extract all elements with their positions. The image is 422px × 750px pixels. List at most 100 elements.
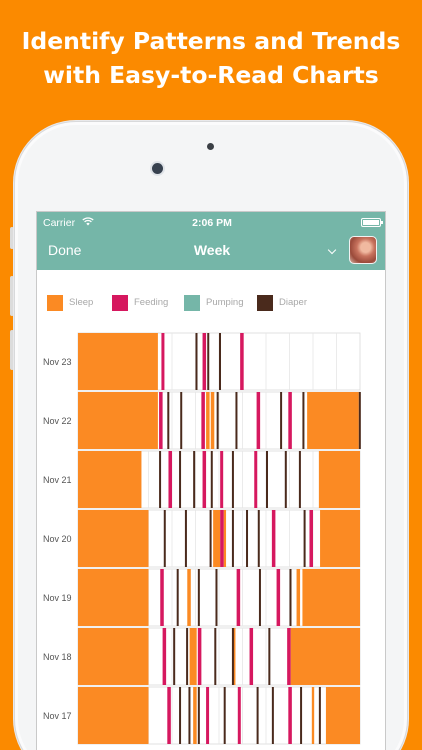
diaper-bar bbox=[256, 687, 259, 744]
diaper-bar bbox=[167, 392, 170, 449]
day-label: Nov 17 bbox=[43, 710, 72, 721]
day-label: Nov 20 bbox=[43, 533, 72, 544]
feeding-bar bbox=[276, 569, 281, 626]
diaper-bar bbox=[257, 510, 260, 567]
volume-up-button bbox=[10, 276, 14, 316]
sleep-bar bbox=[78, 333, 158, 390]
diaper-bar bbox=[231, 510, 234, 567]
legend-swatch bbox=[184, 295, 200, 311]
feeding-bar bbox=[309, 510, 313, 567]
feeding-bar bbox=[271, 510, 276, 567]
feeding-bar bbox=[202, 333, 207, 390]
carrier-label: Carrier bbox=[43, 217, 76, 229]
sleep-bar bbox=[311, 687, 315, 744]
headline: Identify Patterns and Trends with Easy-t… bbox=[0, 24, 422, 92]
diaper-bar bbox=[271, 687, 274, 744]
diaper-bar bbox=[163, 510, 166, 567]
sleep-bar bbox=[206, 392, 210, 449]
legend-label: Feeding bbox=[134, 297, 169, 308]
legend-swatch bbox=[47, 295, 63, 311]
legend-label: Diaper bbox=[279, 297, 307, 308]
sleep-bar bbox=[187, 569, 191, 626]
feeding-bar bbox=[288, 687, 292, 744]
navigation-bar: Done Week bbox=[37, 232, 385, 270]
diaper-bar bbox=[186, 628, 189, 685]
diaper-bar bbox=[289, 569, 292, 626]
diaper-bar bbox=[280, 392, 283, 449]
diaper-bar bbox=[231, 628, 234, 685]
sleep-bar bbox=[302, 569, 360, 626]
sleep-bar bbox=[210, 392, 215, 449]
feeding-bar bbox=[220, 510, 224, 567]
sleep-bar bbox=[78, 628, 149, 685]
diaper-bar bbox=[197, 687, 200, 744]
sleep-bar bbox=[78, 451, 142, 508]
diaper-bar bbox=[231, 451, 234, 508]
diaper-bar bbox=[219, 333, 221, 390]
volume-down-button bbox=[10, 330, 14, 370]
diaper-bar bbox=[179, 451, 182, 508]
sleep-bar bbox=[78, 510, 149, 567]
feeding-bar bbox=[256, 392, 261, 449]
diaper-bar bbox=[216, 392, 219, 449]
diaper-bar bbox=[223, 687, 226, 744]
feeding-bar bbox=[249, 628, 254, 685]
sleep-bar bbox=[307, 392, 359, 449]
diaper-bar bbox=[266, 451, 268, 508]
sleep-bar bbox=[320, 510, 360, 567]
headline-line-2: with Easy-to-Read Charts bbox=[43, 61, 379, 89]
sleep-bar bbox=[223, 510, 227, 567]
feeding-bar bbox=[206, 687, 210, 744]
sleep-bar bbox=[78, 687, 149, 744]
diaper-bar bbox=[210, 451, 213, 508]
diaper-bar bbox=[302, 392, 305, 449]
diaper-bar bbox=[298, 451, 301, 508]
feeding-bar bbox=[159, 392, 163, 449]
diaper-bar bbox=[300, 687, 303, 744]
diaper-bar bbox=[235, 392, 238, 449]
wifi-icon bbox=[82, 217, 94, 226]
diaper-bar bbox=[188, 687, 191, 744]
feeding-bar bbox=[220, 451, 224, 508]
feeding-bar bbox=[160, 569, 164, 626]
diaper-bar bbox=[195, 333, 198, 390]
feeding-bar bbox=[162, 628, 167, 685]
battery-icon bbox=[361, 218, 383, 227]
diaper-bar bbox=[318, 687, 321, 744]
diaper-bar bbox=[193, 451, 196, 508]
sleep-bar bbox=[325, 687, 360, 744]
diaper-bar bbox=[303, 510, 306, 567]
mute-switch bbox=[10, 227, 14, 249]
day-label: Nov 19 bbox=[43, 592, 72, 603]
sleep-bar bbox=[233, 628, 236, 685]
day-label: Nov 18 bbox=[43, 651, 72, 662]
headline-line-1: Identify Patterns and Trends bbox=[21, 27, 401, 55]
legend-swatch bbox=[257, 295, 273, 311]
feeding-bar bbox=[288, 392, 292, 449]
status-bar: Carrier 2:06 PM bbox=[37, 212, 385, 232]
proximity-sensor bbox=[207, 143, 214, 150]
week-timeline-chart bbox=[77, 332, 361, 745]
legend-label: Pumping bbox=[206, 297, 244, 308]
diaper-bar bbox=[268, 628, 271, 685]
diaper-bar bbox=[284, 451, 287, 508]
diaper-bar bbox=[358, 392, 361, 449]
sleep-bar bbox=[290, 628, 360, 685]
done-button[interactable]: Done bbox=[48, 242, 82, 258]
day-label: Nov 22 bbox=[43, 415, 72, 426]
baby-avatar bbox=[349, 236, 377, 264]
feeding-bar bbox=[197, 628, 202, 685]
feeding-bar bbox=[287, 628, 291, 685]
clock: 2:06 PM bbox=[192, 217, 232, 229]
diaper-bar bbox=[159, 451, 162, 508]
feeding-bar bbox=[167, 687, 171, 744]
sleep-bar bbox=[78, 392, 158, 449]
diaper-bar bbox=[258, 569, 261, 626]
profile-switcher[interactable] bbox=[327, 236, 377, 266]
feeding-bar bbox=[202, 451, 207, 508]
legend-swatch bbox=[112, 295, 128, 311]
diaper-bar bbox=[176, 569, 179, 626]
front-camera bbox=[152, 163, 163, 174]
legend-label: Sleep bbox=[69, 297, 94, 308]
diaper-bar bbox=[173, 628, 176, 685]
